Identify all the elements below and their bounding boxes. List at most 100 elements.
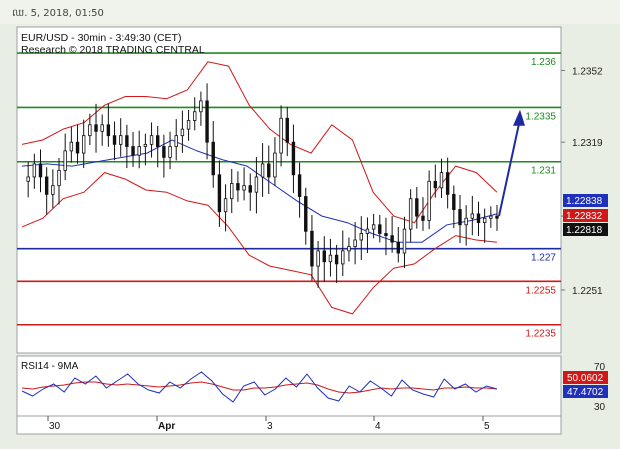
candle-body-9 (75, 141, 80, 154)
x-tick-label-3: 4 (375, 421, 381, 432)
candle-body-29 (199, 100, 203, 113)
candle-body-14 (106, 124, 111, 137)
candle-body-38 (254, 176, 259, 193)
x-tick-label-2: 3 (267, 421, 273, 432)
candle-body-46 (304, 196, 308, 232)
candle-body-74 (476, 213, 481, 223)
candle-body-59 (384, 233, 388, 237)
candle-body-27 (186, 120, 191, 130)
candle-body-52 (341, 250, 345, 265)
candle-body-28 (193, 111, 197, 121)
moving-average (21, 139, 498, 243)
x-tick-label-0: 30 (49, 421, 61, 432)
y-tick-label-3: 1.2251 (572, 286, 603, 297)
candle-body-36 (242, 185, 246, 191)
candle-body-58 (378, 224, 382, 234)
level-label-1: 1.2335 (525, 111, 556, 122)
candle-body-18 (131, 146, 135, 156)
rsi-tag-bg-0 (563, 371, 608, 384)
x-tick-label-1: Apr (158, 421, 175, 432)
price-tag-bg-2 (563, 223, 608, 236)
candle-body-61 (396, 241, 400, 254)
candle-body-8 (69, 141, 74, 152)
bollinger-upper (21, 61, 498, 224)
price-tag-bg-0 (563, 194, 608, 207)
candle-body-53 (347, 246, 351, 252)
candle-body-56 (365, 228, 370, 234)
top-bar: ឈ. 5, 2018, 01:50 (0, 0, 620, 24)
chart-title: EUR/USD - 30min - 3:49:30 (CET) (21, 32, 181, 44)
candle-body-16 (119, 135, 123, 145)
candle-body-23 (162, 146, 166, 158)
candle-body-42 (279, 117, 283, 154)
candle-body-50 (328, 254, 333, 263)
candle-body-60 (390, 235, 394, 243)
price-panel (16, 26, 562, 354)
candle-body-44 (291, 141, 296, 176)
candle-body-19 (137, 146, 141, 156)
candle-body-4 (44, 176, 49, 195)
candle-body-37 (248, 185, 252, 193)
y-tick-label-0: 1.2352 (572, 66, 603, 77)
candle-body-67 (433, 180, 438, 189)
candle-body-48 (316, 250, 320, 267)
candle-body-34 (230, 183, 234, 200)
candle-body-62 (402, 228, 407, 254)
candle-body-64 (415, 198, 419, 217)
candle-body-47 (310, 230, 314, 267)
chart-subtitle: Research © 2018 TRADING CENTRAL (21, 44, 205, 56)
candle-body-32 (217, 174, 222, 213)
candle-body-33 (223, 198, 228, 213)
candle-body-73 (470, 213, 475, 219)
candle-body-72 (464, 217, 468, 226)
rsi-line (21, 371, 498, 403)
candle-body-41 (273, 152, 277, 178)
candle-body-24 (168, 146, 172, 158)
candle-body-71 (458, 209, 462, 226)
price-tag-1: 1.22832 (566, 211, 603, 222)
candle-body-30 (205, 100, 209, 143)
candle-body-25 (174, 135, 178, 147)
rsi-tag-bg-1 (563, 385, 608, 398)
candle-body-31 (211, 141, 215, 176)
candle-body-65 (421, 215, 425, 221)
level-label-0: 1.236 (531, 57, 556, 68)
candle-body-11 (88, 124, 92, 137)
candle-body-75 (482, 217, 487, 223)
price-tag-bg-1 (563, 209, 608, 222)
candle-body-26 (180, 128, 185, 137)
candle-body-55 (359, 233, 363, 241)
candle-body-35 (236, 183, 240, 191)
level-label-2: 1.231 (531, 166, 556, 177)
rsi-tick-0: 70 (594, 362, 606, 373)
bollinger-lower (21, 172, 498, 315)
rsi-tag-0: 50.0602 (567, 373, 604, 384)
projection-arrow-line (498, 123, 520, 217)
price-tag-2: 1.22818 (566, 225, 603, 236)
level-label-3: 1.227 (531, 253, 556, 264)
candle-body-3 (38, 163, 43, 178)
candle-body-1 (26, 176, 30, 182)
candle-body-10 (81, 135, 86, 154)
rsi-panel (16, 355, 562, 417)
level-label-4: 1.2255 (525, 285, 556, 296)
candle-body-66 (427, 180, 431, 221)
candle-body-77 (495, 215, 499, 219)
projection-arrow-head (513, 109, 525, 126)
rsi-label: RSI14 - 9MA (21, 361, 79, 372)
candle-body-40 (267, 163, 271, 178)
candle-body-21 (149, 135, 154, 145)
candle-body-49 (322, 250, 326, 263)
candle-body-7 (63, 150, 67, 171)
price-tag-0: 1.22838 (566, 196, 603, 207)
candle-body-22 (156, 135, 160, 147)
candle-body-51 (334, 254, 339, 265)
candle-body-20 (143, 143, 148, 147)
candle-body-45 (297, 174, 302, 197)
rsi-tick-1: 30 (594, 402, 606, 413)
candle-body-12 (94, 124, 98, 132)
candle-body-76 (489, 215, 493, 219)
level-label-5: 1.2235 (525, 329, 556, 340)
candle-body-15 (112, 135, 117, 145)
candle-body-69 (445, 172, 450, 195)
